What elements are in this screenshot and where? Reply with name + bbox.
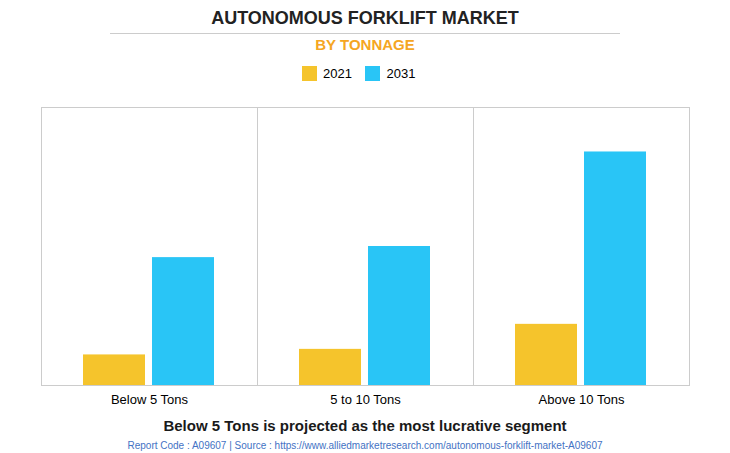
- svg-text:Below 5 Tons: Below 5 Tons: [111, 391, 189, 406]
- html-text:Report Code : A09607 | Source: Report Code : A09607 | Source : https://…: [127, 439, 603, 451]
- svg-text:5 to 10 Tons: 5 to 10 Tons: [330, 391, 401, 406]
- svg-text:Above 10 Tons: Above 10 Tons: [539, 391, 625, 406]
- html-text:Below 5 Tons is projected as t: Below 5 Tons is projected as the most lu…: [163, 416, 567, 434]
- html-text:BY TONNAGE: BY TONNAGE: [315, 36, 415, 53]
- html-text:2021: 2021: [323, 66, 352, 81]
- html-text:2031: 2031: [386, 66, 416, 81]
- html-text:AUTONOMOUS FORKLIFT MARKET: AUTONOMOUS FORKLIFT MARKET: [211, 8, 519, 28]
